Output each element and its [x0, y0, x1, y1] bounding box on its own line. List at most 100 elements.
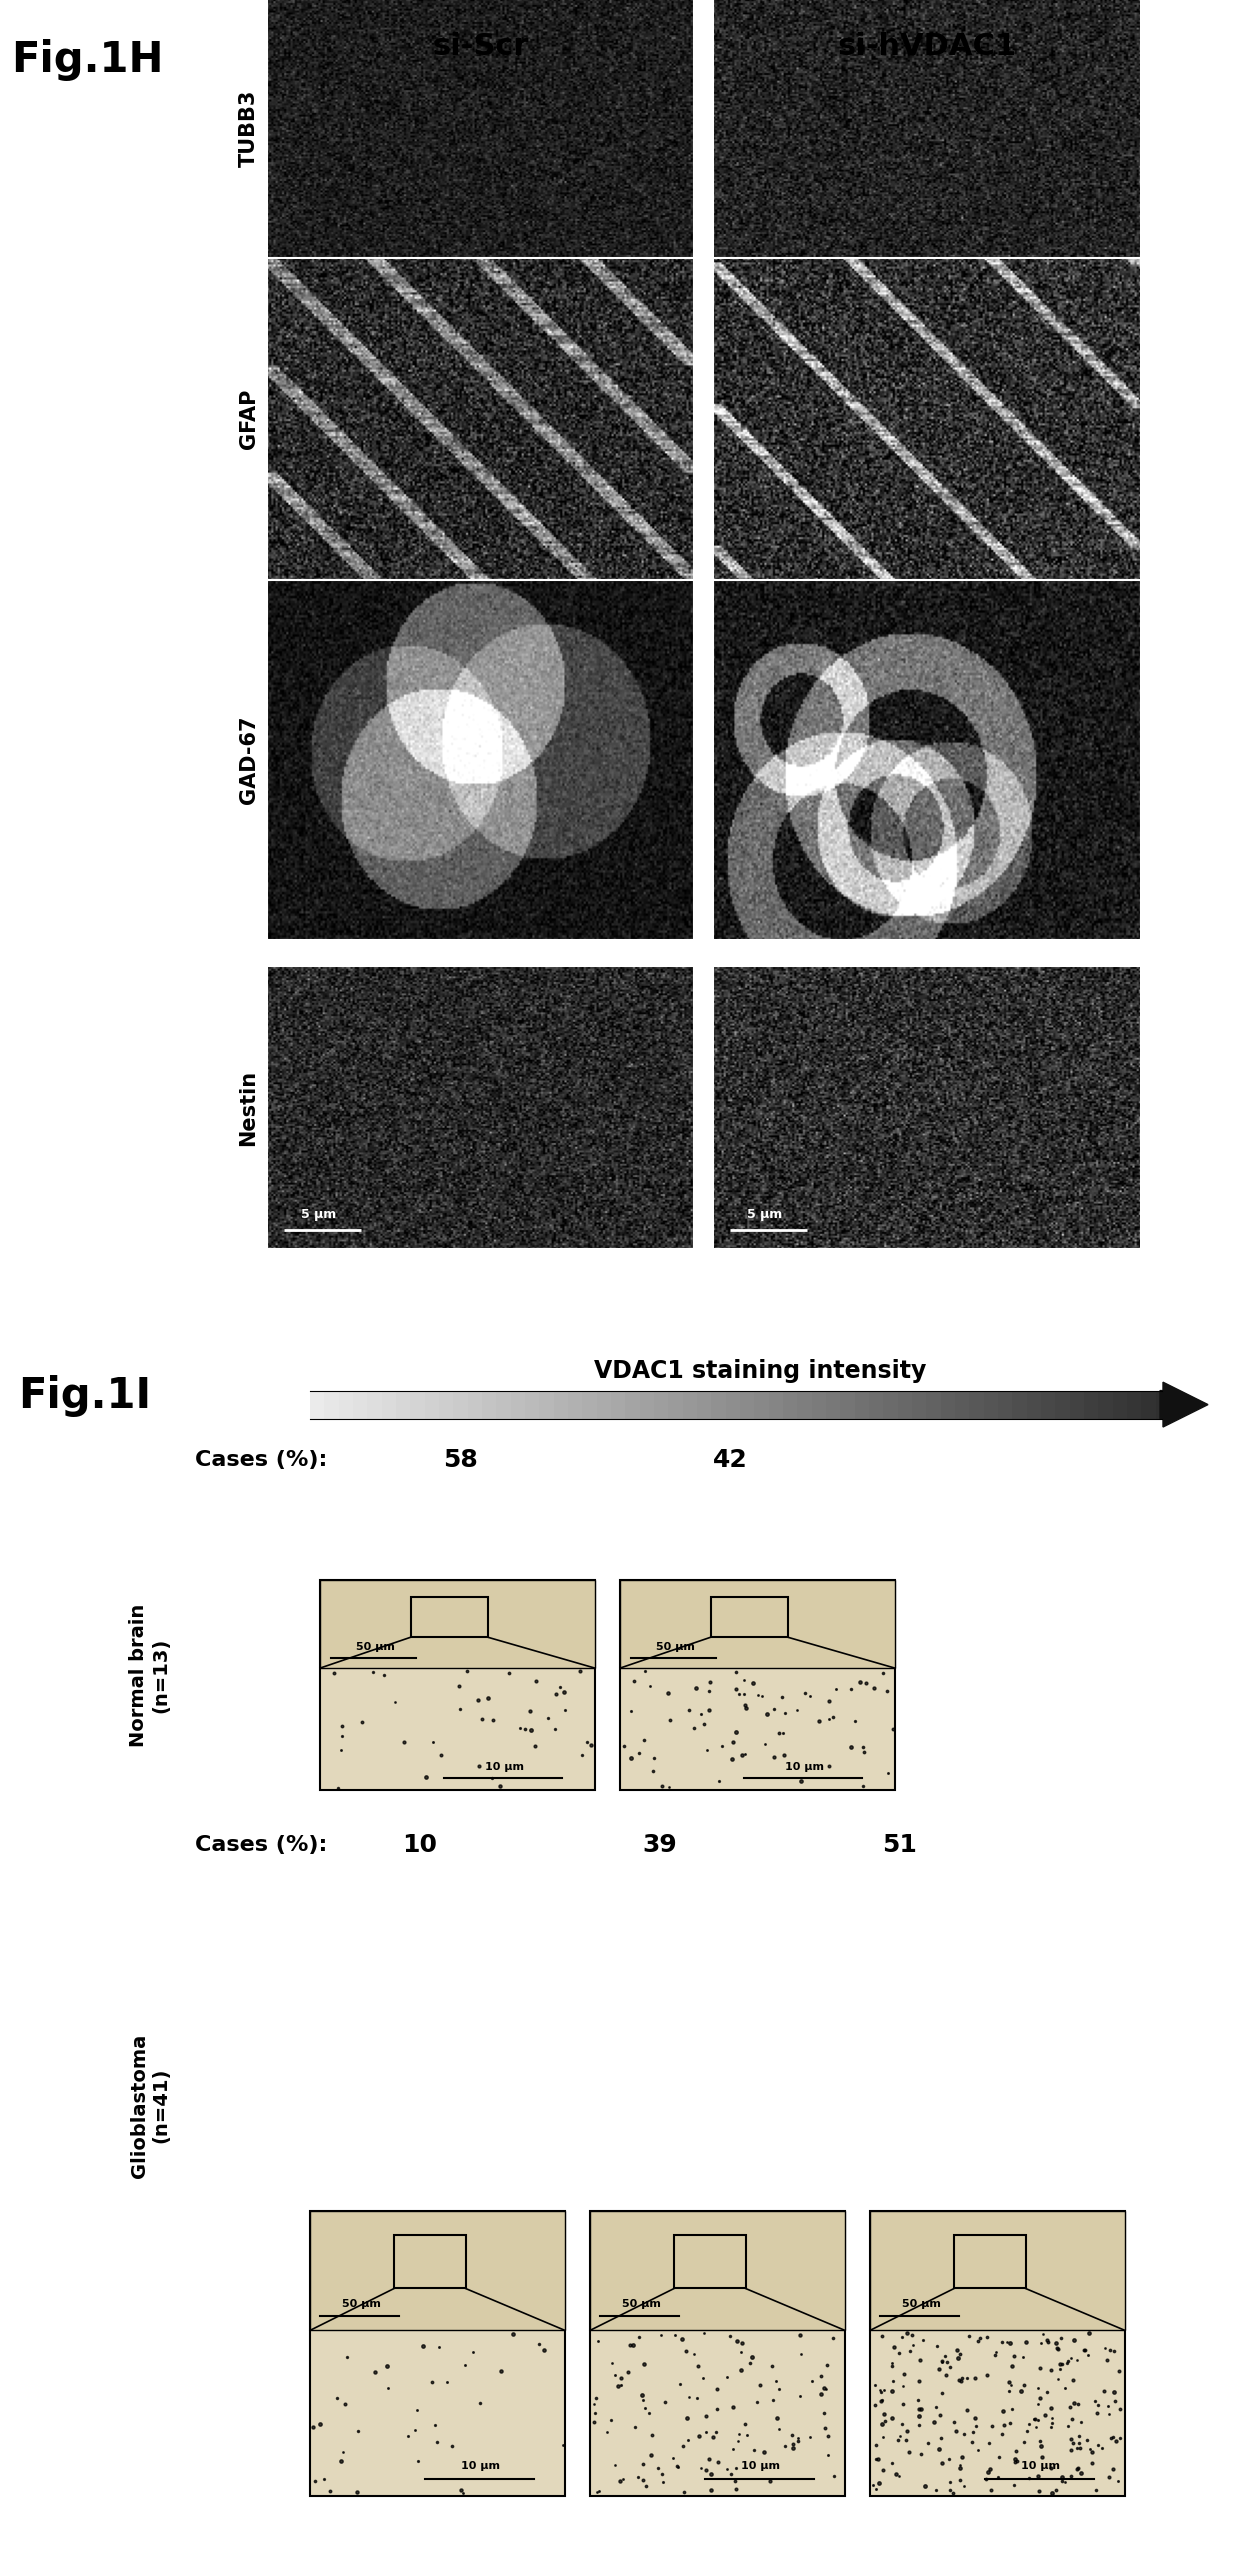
Bar — [467, 1391, 482, 1419]
Bar — [568, 1391, 583, 1419]
Bar — [926, 1391, 941, 1419]
Bar — [620, 1579, 895, 1669]
Bar — [1070, 1391, 1084, 1419]
Text: 10: 10 — [403, 1834, 438, 1857]
Text: 10 μm: 10 μm — [461, 2460, 501, 2470]
Text: 5 μm: 5 μm — [748, 1208, 782, 1221]
Bar — [653, 1391, 668, 1419]
Text: 50 μm: 50 μm — [621, 2298, 661, 2308]
Bar — [554, 1391, 568, 1419]
Bar — [826, 1391, 841, 1419]
Bar — [1012, 1391, 1027, 1419]
Text: 50 μm: 50 μm — [901, 2298, 940, 2308]
Bar — [983, 1391, 998, 1419]
Bar — [454, 1391, 467, 1419]
Bar — [883, 1391, 898, 1419]
Text: Cases (%):: Cases (%): — [195, 1834, 327, 1855]
Text: Cases (%):: Cases (%): — [195, 1450, 327, 1471]
Bar — [611, 1391, 625, 1419]
Text: 39: 39 — [642, 1834, 677, 1857]
Text: si-hVDAC1: si-hVDAC1 — [837, 31, 1017, 62]
Bar — [590, 2210, 844, 2331]
Bar — [596, 1391, 611, 1419]
Bar — [396, 1391, 410, 1419]
Text: si-Scr: si-Scr — [433, 31, 528, 62]
Bar — [640, 1391, 653, 1419]
Text: 10 μm: 10 μm — [785, 1762, 823, 1772]
Bar — [1027, 1391, 1042, 1419]
Bar — [675, 2233, 745, 2287]
Text: 58: 58 — [443, 1448, 477, 1471]
Bar — [870, 2210, 1125, 2331]
Bar — [583, 1391, 596, 1419]
Bar — [711, 1597, 787, 1638]
Bar — [1141, 1391, 1156, 1419]
Text: 51: 51 — [883, 1834, 918, 1857]
Bar — [590, 2210, 844, 2496]
Bar — [941, 1391, 955, 1419]
Bar — [1084, 1391, 1099, 1419]
Bar — [325, 1391, 339, 1419]
Bar — [954, 2233, 1025, 2287]
Text: 10 μm: 10 μm — [742, 2460, 780, 2470]
Bar — [310, 1391, 325, 1419]
Bar — [1099, 1391, 1112, 1419]
Bar — [697, 1391, 712, 1419]
Bar — [382, 1391, 396, 1419]
Bar — [511, 1391, 525, 1419]
Bar — [496, 1391, 511, 1419]
Bar — [812, 1391, 826, 1419]
Bar — [1156, 1391, 1171, 1419]
Bar — [782, 1391, 797, 1419]
Bar — [1042, 1391, 1055, 1419]
Text: 10 μm: 10 μm — [1022, 2460, 1060, 2470]
Bar — [970, 1391, 983, 1419]
Text: Nestin: Nestin — [238, 1069, 259, 1146]
FancyArrow shape — [1159, 1383, 1208, 1427]
Bar — [841, 1391, 854, 1419]
Bar — [869, 1391, 883, 1419]
Bar — [353, 1391, 367, 1419]
Bar — [625, 1391, 640, 1419]
Bar — [320, 1579, 595, 1790]
Text: Fig.1I: Fig.1I — [19, 1376, 151, 1417]
Bar — [320, 1579, 595, 1669]
Text: Normal brain
(n=13): Normal brain (n=13) — [129, 1602, 171, 1747]
Bar — [740, 1391, 754, 1419]
Bar — [410, 1597, 487, 1638]
Bar — [754, 1391, 769, 1419]
Text: 5 μm: 5 μm — [301, 1208, 336, 1221]
Bar — [1127, 1391, 1141, 1419]
Bar — [482, 1391, 496, 1419]
Bar — [911, 1391, 926, 1419]
Bar — [367, 1391, 382, 1419]
Bar — [769, 1391, 782, 1419]
Text: Glioblastoma
(n=41): Glioblastoma (n=41) — [129, 2032, 171, 2177]
Bar — [394, 2233, 465, 2287]
Bar — [725, 1391, 740, 1419]
Bar — [683, 1391, 697, 1419]
Text: VDAC1 staining intensity: VDAC1 staining intensity — [594, 1358, 926, 1383]
Bar — [712, 1391, 725, 1419]
Bar — [668, 1391, 683, 1419]
Text: 50 μm: 50 μm — [656, 1643, 694, 1651]
Text: 10 μm: 10 μm — [485, 1762, 523, 1772]
Bar — [898, 1391, 911, 1419]
Bar — [439, 1391, 454, 1419]
Bar — [620, 1579, 895, 1790]
Bar — [870, 2210, 1125, 2496]
Text: 42: 42 — [713, 1448, 748, 1471]
Bar — [854, 1391, 869, 1419]
Bar — [339, 1391, 353, 1419]
Bar — [797, 1391, 812, 1419]
Bar — [539, 1391, 554, 1419]
Text: TUBB3: TUBB3 — [238, 90, 259, 167]
Text: Fig.1H: Fig.1H — [11, 39, 164, 80]
Bar — [1112, 1391, 1127, 1419]
Bar — [310, 2210, 565, 2331]
Bar — [310, 2210, 565, 2496]
Bar — [525, 1391, 539, 1419]
Text: 50 μm: 50 μm — [356, 1643, 394, 1651]
Bar — [410, 1391, 424, 1419]
Text: 50 μm: 50 μm — [341, 2298, 381, 2308]
